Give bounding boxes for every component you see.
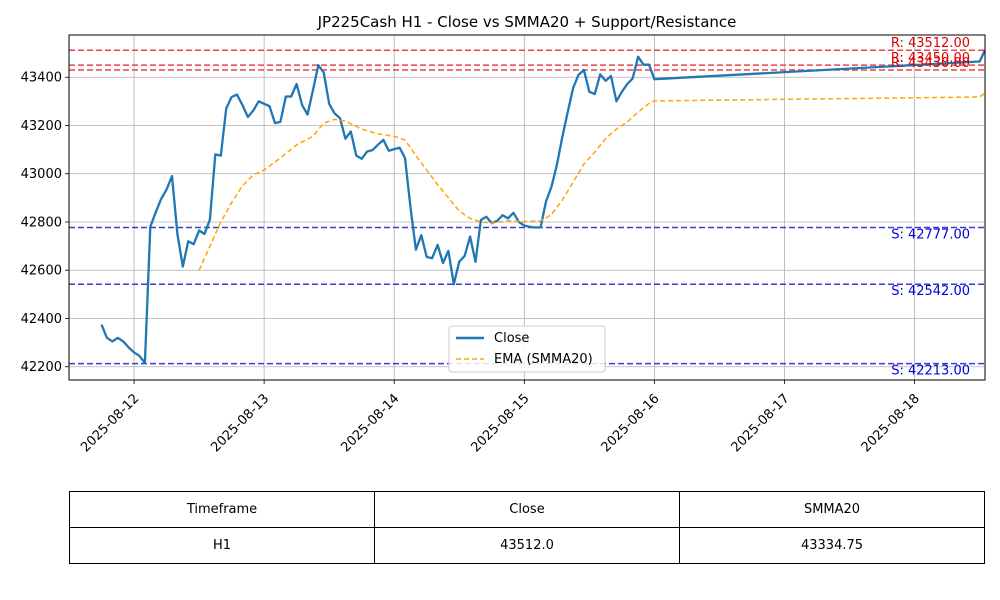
x-tick-label: 2025-08-14 (338, 391, 402, 455)
y-tick-label: 42200 (21, 360, 62, 375)
close-line (100, 49, 987, 365)
cell-close: 43512.0 (374, 527, 680, 564)
cell-timeframe: H1 (69, 527, 375, 564)
x-tick-label: 2025-08-16 (599, 391, 663, 455)
y-tick-label: 42800 (21, 215, 62, 230)
chart: JP225Cash H1 - Close vs SMMA20 + Support… (21, 13, 987, 455)
support-label: S: 42777.00 (891, 228, 970, 243)
y-tick-label: 42400 (21, 312, 62, 327)
x-tick-label: 2025-08-13 (208, 391, 272, 455)
resistance-label: R: 43450.00 (891, 51, 970, 66)
x-tick-label: 2025-08-12 (78, 391, 142, 455)
header-smma20: SMMA20 (679, 491, 985, 528)
legend: Close EMA (SMMA20) (448, 325, 606, 373)
chart-title: JP225Cash H1 - Close vs SMMA20 + Support… (317, 13, 737, 31)
level-labels: R: 43512.00R: 43450.00R: 43430.00 S: 4277… (891, 36, 970, 378)
support-resistance-levels (69, 49, 985, 365)
cell-smma20: 43334.75 (679, 527, 985, 564)
stats-table: Timeframe Close SMMA20 H1 43512.0 43334.… (69, 491, 985, 564)
y-tick-label: 43400 (21, 71, 62, 86)
resistance-label: R: 43430.00 (891, 56, 970, 71)
table-header-row: Timeframe Close SMMA20 (69, 491, 985, 528)
y-tick-label: 43200 (21, 119, 62, 134)
smma20-line (198, 92, 986, 271)
table-row: H1 43512.0 43334.75 (69, 527, 985, 564)
support-label: S: 42213.00 (891, 364, 970, 379)
y-tick-label: 42600 (21, 264, 62, 279)
x-axis: 2025-08-12 2025-08-13 2025-08-14 2025-08-15… (78, 380, 923, 455)
y-tick-label: 43000 (21, 167, 62, 182)
x-tick-label: 2025-08-15 (468, 391, 532, 455)
x-tick-label: 2025-08-17 (729, 391, 793, 455)
grid (69, 35, 985, 380)
legend-label-smma: EMA (SMMA20) (494, 352, 593, 367)
header-close: Close (374, 491, 680, 528)
legend-box (448, 325, 606, 373)
plot-frame (68, 34, 986, 381)
header-timeframe: Timeframe (69, 491, 375, 528)
x-tick-label: 2025-08-18 (859, 391, 923, 455)
support-label: S: 42542.00 (891, 284, 970, 299)
series-lines (100, 49, 987, 365)
resistance-label: R: 43512.00 (891, 36, 970, 51)
y-axis: 42200 42400 42600 42800 43000 43200 43400 (21, 71, 69, 375)
legend-label-close: Close (494, 331, 529, 346)
